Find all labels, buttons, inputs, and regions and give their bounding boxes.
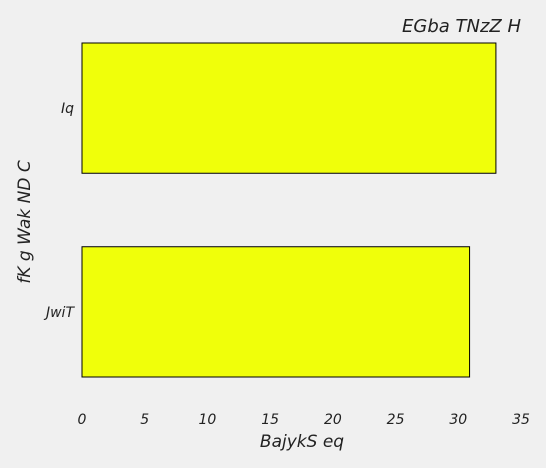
x-tick-label-5: 5 bbox=[140, 412, 149, 428]
x-tick-label-25: 25 bbox=[387, 412, 405, 428]
x-tick-label-0: 0 bbox=[78, 412, 87, 428]
x-tick-label-10: 10 bbox=[199, 412, 217, 428]
bar-jwit bbox=[81, 246, 471, 378]
y-tick-label-iq: Iq bbox=[61, 101, 74, 117]
bar-iq bbox=[81, 42, 497, 174]
y-tick-label-jwit: JwiT bbox=[43, 305, 75, 321]
x-tick-label-20: 20 bbox=[324, 412, 342, 428]
x-tick-label-30: 30 bbox=[449, 412, 467, 428]
x-tick-label-35: 35 bbox=[512, 412, 530, 428]
y-axis-label: fK g Wak ND C bbox=[15, 160, 35, 283]
chart-title: EGba TNzZ H bbox=[402, 16, 521, 37]
x-tick-labels: 0 5 10 15 20 25 30 35 bbox=[78, 412, 530, 428]
x-tick-label-15: 15 bbox=[261, 412, 279, 428]
x-axis-label: BajykS eq bbox=[260, 432, 344, 452]
y-tick-labels: Iq JwiT bbox=[43, 101, 75, 321]
bars-group bbox=[81, 42, 497, 378]
